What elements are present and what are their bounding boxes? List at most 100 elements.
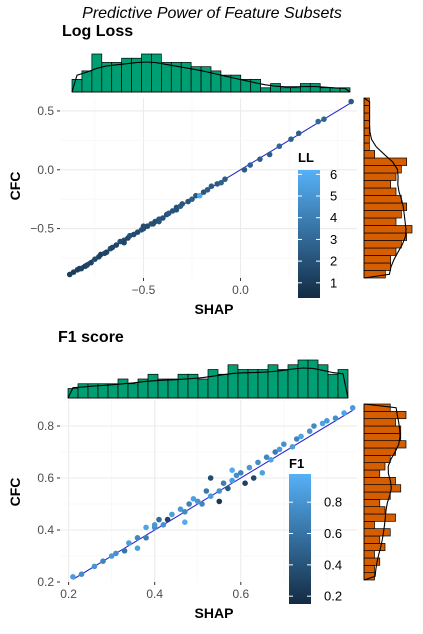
right-hist-bar — [363, 550, 375, 559]
legend-label: 1 — [330, 275, 337, 290]
scatter-point — [113, 242, 120, 248]
top-hist-bar — [267, 364, 279, 399]
top-hist-bar — [309, 83, 321, 93]
right-hist-bar — [363, 484, 402, 493]
right-hist-bar — [363, 105, 370, 114]
right-hist-bar — [363, 432, 402, 442]
right-hist-bar — [363, 150, 376, 159]
y-tick-label: 0.2 — [37, 575, 54, 589]
scatter-point — [306, 428, 313, 435]
scatter-point — [281, 441, 287, 448]
x-tick-label: 0.2 — [60, 587, 77, 601]
scatter-point — [70, 574, 76, 580]
legend-label: 0.8 — [324, 495, 342, 510]
panel-title: Log Loss — [62, 23, 133, 40]
right-hist-bar — [363, 172, 397, 181]
scatter-point — [207, 475, 214, 481]
right-hist-bar — [363, 535, 381, 544]
scatter-point — [218, 179, 224, 186]
scatter-point — [289, 444, 296, 450]
top-hist-bar — [250, 78, 261, 93]
right-hist-bar — [363, 262, 392, 271]
top-hist-bar — [220, 74, 232, 93]
scatter-point — [247, 162, 254, 168]
scatter-point — [78, 571, 85, 577]
top-density-curve — [67, 367, 349, 399]
scatter-point — [160, 522, 167, 528]
right-density-curve — [363, 97, 407, 279]
y-tick-label: 0.4 — [37, 523, 54, 537]
scatter-point — [88, 259, 94, 266]
x-tick-label: 0.4 — [146, 587, 163, 601]
scatter-point — [229, 477, 235, 484]
scatter-point — [182, 509, 188, 515]
scatter-point — [276, 446, 283, 453]
top-hist-bar — [327, 373, 339, 399]
scatter-point — [229, 467, 235, 474]
scatter-point — [121, 239, 127, 246]
scatter-point — [182, 519, 188, 525]
scatter-point — [103, 249, 110, 255]
scatter-point — [156, 218, 162, 225]
top-hist-bar — [300, 83, 311, 93]
scatter-point — [233, 472, 240, 479]
top-hist-bar — [207, 369, 219, 399]
legend-title: LL — [298, 150, 314, 165]
scatter-point — [266, 151, 273, 158]
top-density-curve — [71, 61, 351, 93]
right-hist-bar — [363, 447, 396, 456]
right-hist-bar — [363, 112, 370, 121]
scatter-point — [113, 550, 119, 557]
scatter-point — [203, 488, 210, 494]
right-hist-bar — [363, 528, 391, 537]
top-hist-bar — [290, 87, 301, 93]
legend-label: 5 — [330, 189, 337, 204]
panel-1: F1 score 0.2 0.4 0.6 0.2 0.4 0.6 0.8 SHAP CFC F1 0.… — [7, 329, 407, 621]
scatter-point — [295, 130, 302, 137]
top-hist-bar — [117, 378, 129, 399]
top-hist-bar — [257, 369, 269, 399]
right-hist-bar — [363, 498, 381, 508]
top-hist-bar — [247, 369, 259, 399]
scatter-point — [272, 449, 279, 455]
scatter-point — [259, 470, 266, 476]
top-hist-bar — [91, 53, 103, 93]
legend-label: 6 — [330, 167, 337, 182]
right-hist-bar — [363, 454, 391, 464]
top-hist-bar — [277, 369, 289, 399]
y-axis-title: CFC — [7, 478, 23, 507]
right-hist-bar — [363, 217, 397, 226]
scatter-point — [216, 488, 223, 494]
top-hist-bar — [217, 373, 229, 399]
top-hist-bar — [297, 359, 309, 399]
scatter-point — [126, 540, 132, 546]
top-hist-bar — [319, 87, 331, 93]
right-hist-bar — [363, 135, 370, 144]
scatter-point — [91, 563, 98, 570]
scatter-point — [257, 156, 263, 162]
scatter-point — [169, 511, 175, 518]
panel-0: Log Loss −0.5 0.0 −0.5 0.0 0.5 SHAP CFC LL 1 2 3 4 5 6 — [7, 23, 413, 317]
right-hist-bar — [363, 491, 391, 500]
top-hist-bar — [147, 373, 159, 399]
top-hist-bar — [151, 53, 162, 93]
right-hist-bar — [363, 195, 402, 204]
legend-label: 0.2 — [324, 589, 342, 604]
right-hist-bar — [363, 225, 413, 234]
scatter-point — [151, 522, 158, 528]
scatter-point — [193, 192, 199, 199]
scatter-point — [311, 423, 317, 429]
legend-colorbar — [298, 170, 320, 298]
scatter-point — [319, 420, 326, 427]
right-hist-bar — [363, 469, 381, 478]
right-hist-bar — [363, 520, 375, 530]
scatter-point — [315, 118, 321, 125]
scatter-point — [179, 201, 186, 207]
top-hist-bar — [237, 369, 249, 399]
top-hist-bar — [227, 364, 239, 399]
scatter-point — [263, 454, 270, 461]
y-tick-label: 0.8 — [37, 419, 54, 433]
right-hist-bar — [363, 506, 386, 515]
